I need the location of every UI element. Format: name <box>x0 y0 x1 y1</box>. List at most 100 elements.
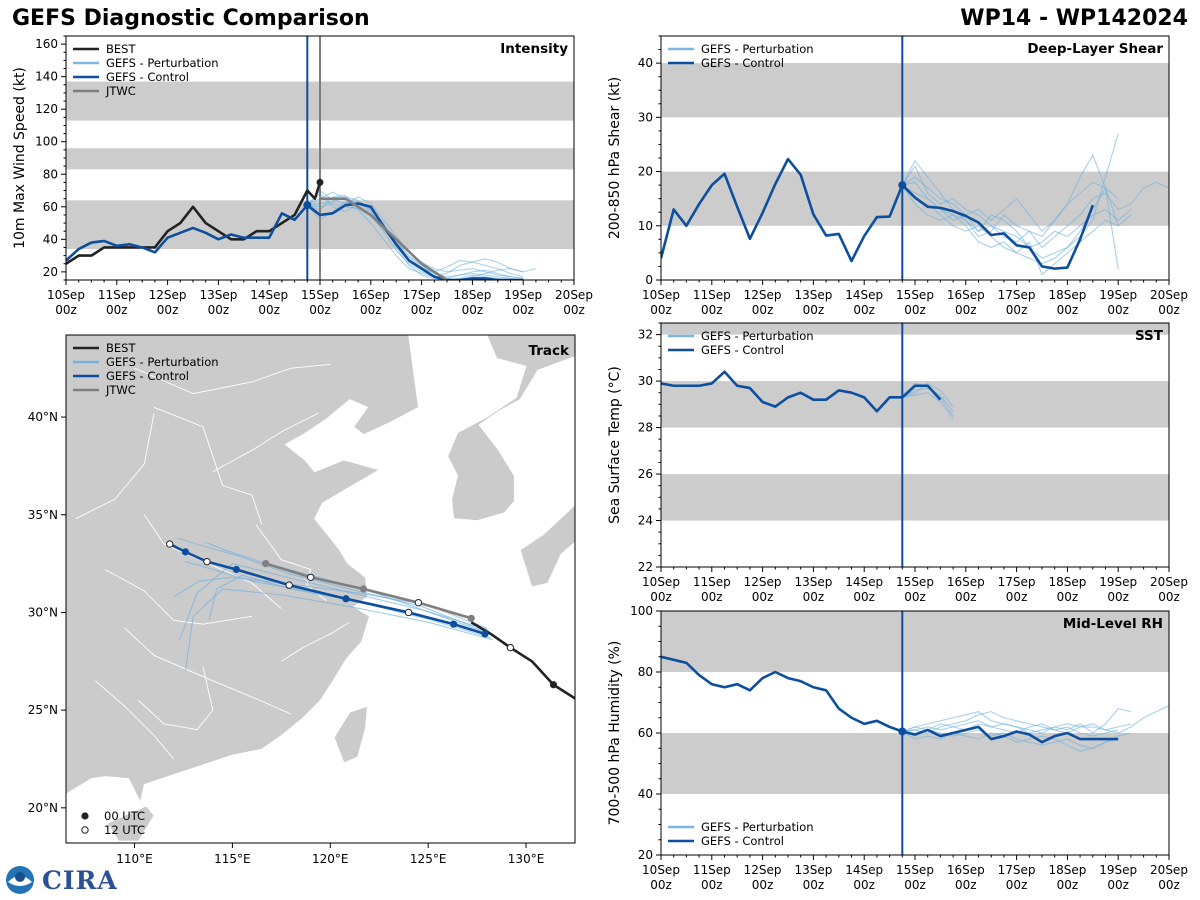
province-border <box>153 406 263 525</box>
y-tick-label: 20 <box>43 265 58 279</box>
x-tick-label: 12Sep <box>744 863 782 877</box>
legend-label: GEFS - Control <box>701 834 784 848</box>
legend-label: BEST <box>106 341 136 355</box>
legend-label: 00 UTC <box>104 809 145 823</box>
shear-panel: 01020304010Sep00z11Sep00z12Sep00z13Sep00… <box>607 35 1188 317</box>
y-tick-label: 80 <box>638 665 653 679</box>
x-tick-label: 00z <box>752 590 774 604</box>
perturbation-line <box>306 201 524 280</box>
x-tick-label: 00z <box>853 590 875 604</box>
x-tick-label: 00z <box>803 303 825 317</box>
province-border <box>104 569 253 625</box>
panel-title: Intensity <box>500 41 568 57</box>
perturbation-track <box>185 561 491 639</box>
x-tick-label: 19Sep <box>504 288 542 302</box>
x-tick-label: 12Sep <box>744 288 782 302</box>
y-tick-label: 40°N <box>28 410 58 424</box>
init-marker <box>898 181 907 190</box>
x-tick-label: 10Sep <box>642 288 680 302</box>
x-tick-label: 19Sep <box>1099 288 1137 302</box>
x-tick-label: 00z <box>157 303 179 317</box>
y-tick-label: 0 <box>645 273 653 287</box>
track-marker-12utc <box>506 643 515 652</box>
x-tick-label: 00z <box>955 878 977 892</box>
legend-label: JTWC <box>105 383 136 397</box>
y-tick-label: 22 <box>638 560 653 574</box>
rh-panel: 2040608010010Sep00z11Sep00z12Sep00z13Sep… <box>607 604 1188 892</box>
y-axis-label: 200-850 hPa Shear (kt) <box>607 77 623 239</box>
y-tick-label: 32 <box>638 328 653 342</box>
x-tick-label: 130°E <box>508 852 545 866</box>
track-marker-12utc <box>285 581 293 589</box>
track-marker-12utc <box>404 608 413 617</box>
y-tick-label: 40 <box>638 56 653 70</box>
x-tick-label: 11Sep <box>693 863 731 877</box>
x-tick-label: 19Sep <box>1099 863 1137 877</box>
y-tick-label: 26 <box>638 467 653 481</box>
x-tick-label: 00z <box>853 303 875 317</box>
perturbation-line <box>306 193 524 280</box>
track-marker-12utc <box>307 573 315 581</box>
x-tick-label: 16Sep <box>947 863 985 877</box>
y-axis-label: 10m Max Wind Speed (kt) <box>12 67 28 249</box>
x-tick-label: 00z <box>1057 303 1079 317</box>
map-area <box>66 335 575 843</box>
perturbation-line <box>307 194 524 276</box>
x-tick-label: 00z <box>55 303 77 317</box>
perturbation-line <box>902 723 1119 737</box>
x-tick-label: 00z <box>701 303 723 317</box>
y-tick-label: 60 <box>43 200 58 214</box>
shaded-band <box>661 323 1169 335</box>
japan-landmass <box>519 504 575 588</box>
x-tick-label: 00z <box>208 303 230 317</box>
province-border <box>212 412 319 473</box>
legend-label: BEST <box>106 42 136 56</box>
best-last-marker <box>316 178 324 186</box>
x-tick-label: 00z <box>411 303 433 317</box>
x-tick-label: 13Sep <box>794 575 832 589</box>
x-tick-label: 00z <box>106 303 128 317</box>
x-tick-label: 17Sep <box>998 863 1036 877</box>
shaded-band <box>661 733 1169 794</box>
control-line <box>661 655 1119 744</box>
x-tick-label: 11Sep <box>693 575 731 589</box>
y-tick-label: 20 <box>638 165 653 179</box>
x-tick-label: 18Sep <box>1048 575 1086 589</box>
track-marker-00utc <box>262 560 270 568</box>
x-tick-label: 00z <box>1057 878 1079 892</box>
init-marker <box>303 201 312 210</box>
page-title: GEFS Diagnostic Comparison <box>12 6 370 31</box>
y-tick-label: 20 <box>638 848 653 862</box>
x-tick-label: 20Sep <box>1150 288 1188 302</box>
province-border <box>138 667 214 731</box>
x-tick-label: 00z <box>904 878 926 892</box>
x-tick-label: 13Sep <box>199 288 237 302</box>
x-tick-label: 20Sep <box>1150 575 1188 589</box>
legend-label: GEFS - Perturbation <box>701 329 814 343</box>
x-tick-label: 14Sep <box>845 575 883 589</box>
legend-label: GEFS - Perturbation <box>106 355 219 369</box>
y-tick-label: 25°N <box>28 703 58 717</box>
x-tick-label: 00z <box>1107 590 1129 604</box>
y-tick-label: 30 <box>638 110 653 124</box>
y-tick-label: 35°N <box>28 508 58 522</box>
x-tick-label: 110°E <box>116 852 153 866</box>
x-tick-label: 00z <box>1006 303 1028 317</box>
x-tick-label: 00z <box>701 590 723 604</box>
y-tick-label: 10 <box>638 219 653 233</box>
x-tick-label: 00z <box>1057 590 1079 604</box>
track-marker-00utc <box>232 565 240 574</box>
shaded-band <box>661 63 1169 118</box>
y-axis-label: Sea Surface Temp (°C) <box>607 366 623 524</box>
perturbation-line <box>902 181 1169 249</box>
x-tick-label: 14Sep <box>845 863 883 877</box>
province-border <box>143 514 282 609</box>
y-tick-label: 20°N <box>28 801 58 815</box>
x-tick-label: 14Sep <box>250 288 288 302</box>
x-tick-label: 00z <box>1158 590 1180 604</box>
perturbation-line <box>902 382 954 407</box>
x-tick-label: 00z <box>650 590 672 604</box>
legend-label: GEFS - Perturbation <box>701 820 814 834</box>
x-tick-label: 13Sep <box>794 288 832 302</box>
x-tick-label: 125°E <box>410 852 447 866</box>
